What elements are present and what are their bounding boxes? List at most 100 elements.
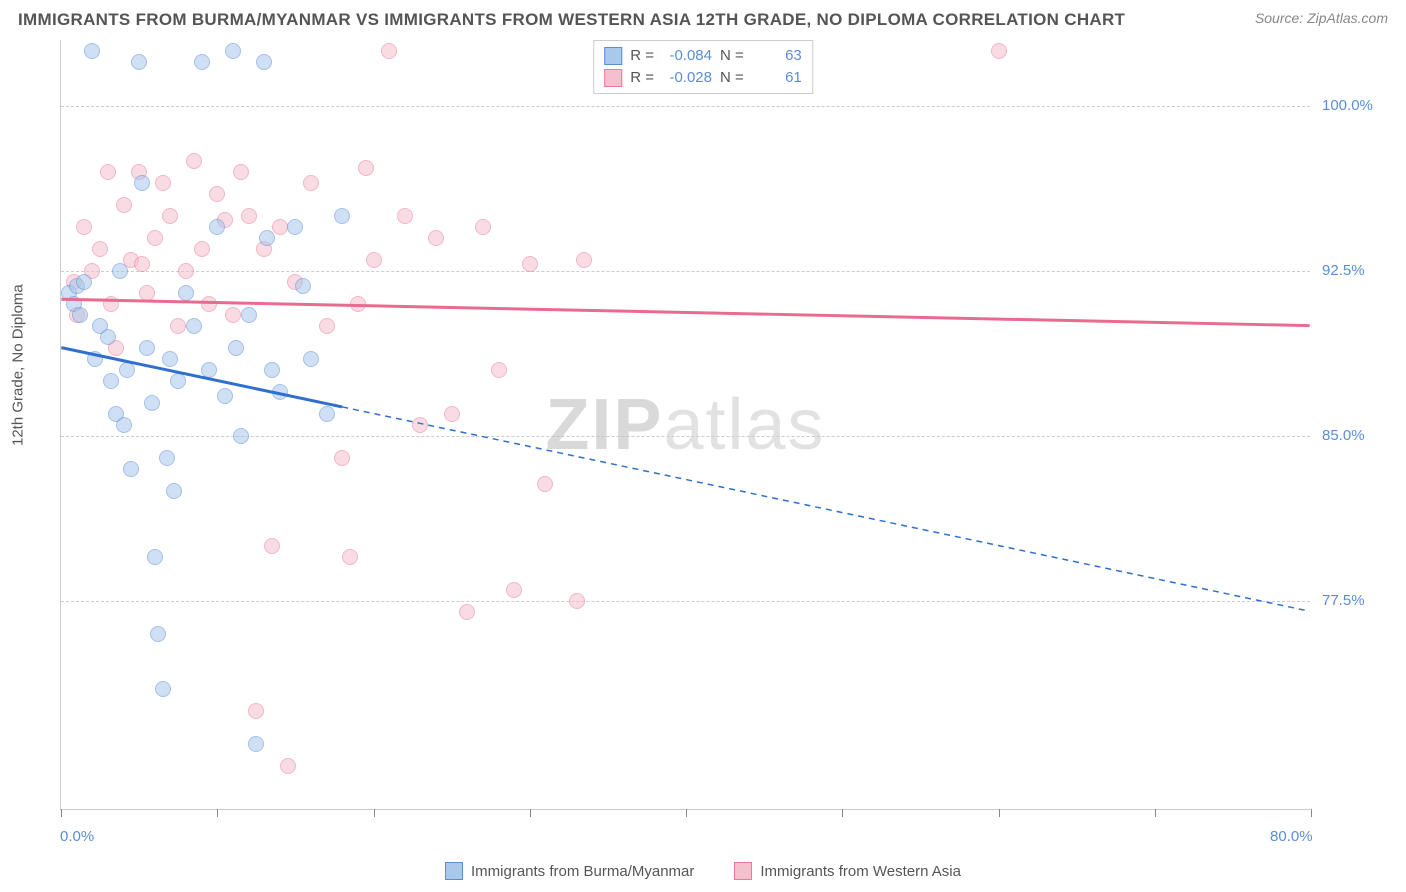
series-a-marker <box>155 681 171 697</box>
series-b-marker <box>381 43 397 59</box>
series-b-marker <box>225 307 241 323</box>
series-a-marker <box>162 351 178 367</box>
series-a-marker <box>123 461 139 477</box>
series-b-marker <box>412 417 428 433</box>
r-value-a: -0.084 <box>662 45 712 67</box>
series-a-marker <box>186 318 202 334</box>
series-b-marker <box>116 197 132 213</box>
x-tick <box>686 809 687 817</box>
gridline-h <box>61 106 1310 107</box>
series-b-marker <box>350 296 366 312</box>
series-b-marker <box>170 318 186 334</box>
series-a-name: Immigrants from Burma/Myanmar <box>471 863 694 880</box>
series-b-marker <box>147 230 163 246</box>
series-a-marker <box>134 175 150 191</box>
series-a-marker <box>147 549 163 565</box>
series-a-marker <box>228 340 244 356</box>
x-tick <box>217 809 218 817</box>
series-a-marker <box>76 274 92 290</box>
series-a-marker <box>241 307 257 323</box>
series-b-marker <box>569 593 585 609</box>
plot-area: ZIPatlas <box>60 40 1310 810</box>
x-tick <box>374 809 375 817</box>
x-tick <box>999 809 1000 817</box>
series-a-marker <box>72 307 88 323</box>
plot-inner <box>61 40 1310 809</box>
series-a-marker <box>170 373 186 389</box>
series-a-marker <box>225 43 241 59</box>
r-label-a: R = <box>630 45 654 67</box>
n-value-b: 61 <box>752 67 802 89</box>
series-b-marker <box>342 549 358 565</box>
series-b-marker <box>537 476 553 492</box>
series-b-marker <box>155 175 171 191</box>
series-b-marker <box>233 164 249 180</box>
series-b-marker <box>76 219 92 235</box>
series-b-marker <box>991 43 1007 59</box>
series-b-marker <box>201 296 217 312</box>
series-a-marker <box>259 230 275 246</box>
swatch-a <box>604 47 622 65</box>
gridline-h <box>61 601 1310 602</box>
series-a-marker <box>103 373 119 389</box>
series-a-marker <box>233 428 249 444</box>
series-a-marker <box>84 43 100 59</box>
y-tick-label: 85.0% <box>1322 427 1365 444</box>
series-a-marker <box>166 483 182 499</box>
series-b-marker <box>248 703 264 719</box>
series-b-name: Immigrants from Western Asia <box>760 863 961 880</box>
series-a-marker <box>178 285 194 301</box>
x-tick <box>1311 809 1312 817</box>
series-b-marker <box>303 175 319 191</box>
n-label-a: N = <box>720 45 744 67</box>
series-b-marker <box>194 241 210 257</box>
series-b-marker <box>366 252 382 268</box>
r-label-b: R = <box>630 67 654 89</box>
series-a-marker <box>139 340 155 356</box>
series-a-marker <box>112 263 128 279</box>
series-b-marker <box>92 241 108 257</box>
series-b-marker <box>134 256 150 272</box>
swatch-a-bottom <box>445 862 463 880</box>
series-a-marker <box>264 362 280 378</box>
series-a-marker <box>119 362 135 378</box>
series-a-marker <box>100 329 116 345</box>
y-tick-label: 77.5% <box>1322 592 1365 609</box>
series-a-marker <box>256 54 272 70</box>
series-a-marker <box>201 362 217 378</box>
legend-row-b: R = -0.028 N = 61 <box>604 67 802 89</box>
series-a-marker <box>116 417 132 433</box>
series-b-marker <box>103 296 119 312</box>
y-tick-label: 100.0% <box>1322 97 1373 114</box>
series-b-marker <box>397 208 413 224</box>
swatch-b-bottom <box>734 862 752 880</box>
series-a-marker <box>150 626 166 642</box>
y-tick-label: 92.5% <box>1322 262 1365 279</box>
gridline-h <box>61 271 1310 272</box>
series-b-marker <box>428 230 444 246</box>
series-b-marker <box>491 362 507 378</box>
series-a-marker <box>87 351 103 367</box>
series-b-marker <box>280 758 296 774</box>
series-b-marker <box>100 164 116 180</box>
series-a-marker <box>159 450 175 466</box>
series-b-marker <box>186 153 202 169</box>
legend-item-a: Immigrants from Burma/Myanmar <box>445 862 694 880</box>
series-b-marker <box>162 208 178 224</box>
source-label: Source: ZipAtlas.com <box>1255 10 1388 26</box>
series-a-marker <box>287 219 303 235</box>
series-a-marker <box>144 395 160 411</box>
series-b-marker <box>358 160 374 176</box>
legend-item-b: Immigrants from Western Asia <box>734 862 961 880</box>
series-b-marker <box>334 450 350 466</box>
series-a-marker <box>295 278 311 294</box>
n-value-a: 63 <box>752 45 802 67</box>
series-b-marker <box>209 186 225 202</box>
series-a-marker <box>303 351 319 367</box>
series-a-marker <box>209 219 225 235</box>
series-a-marker <box>131 54 147 70</box>
series-legend: Immigrants from Burma/Myanmar Immigrants… <box>445 862 961 880</box>
y-axis-title: 12th Grade, No Diploma <box>10 284 27 446</box>
series-b-marker <box>576 252 592 268</box>
series-b-marker <box>506 582 522 598</box>
